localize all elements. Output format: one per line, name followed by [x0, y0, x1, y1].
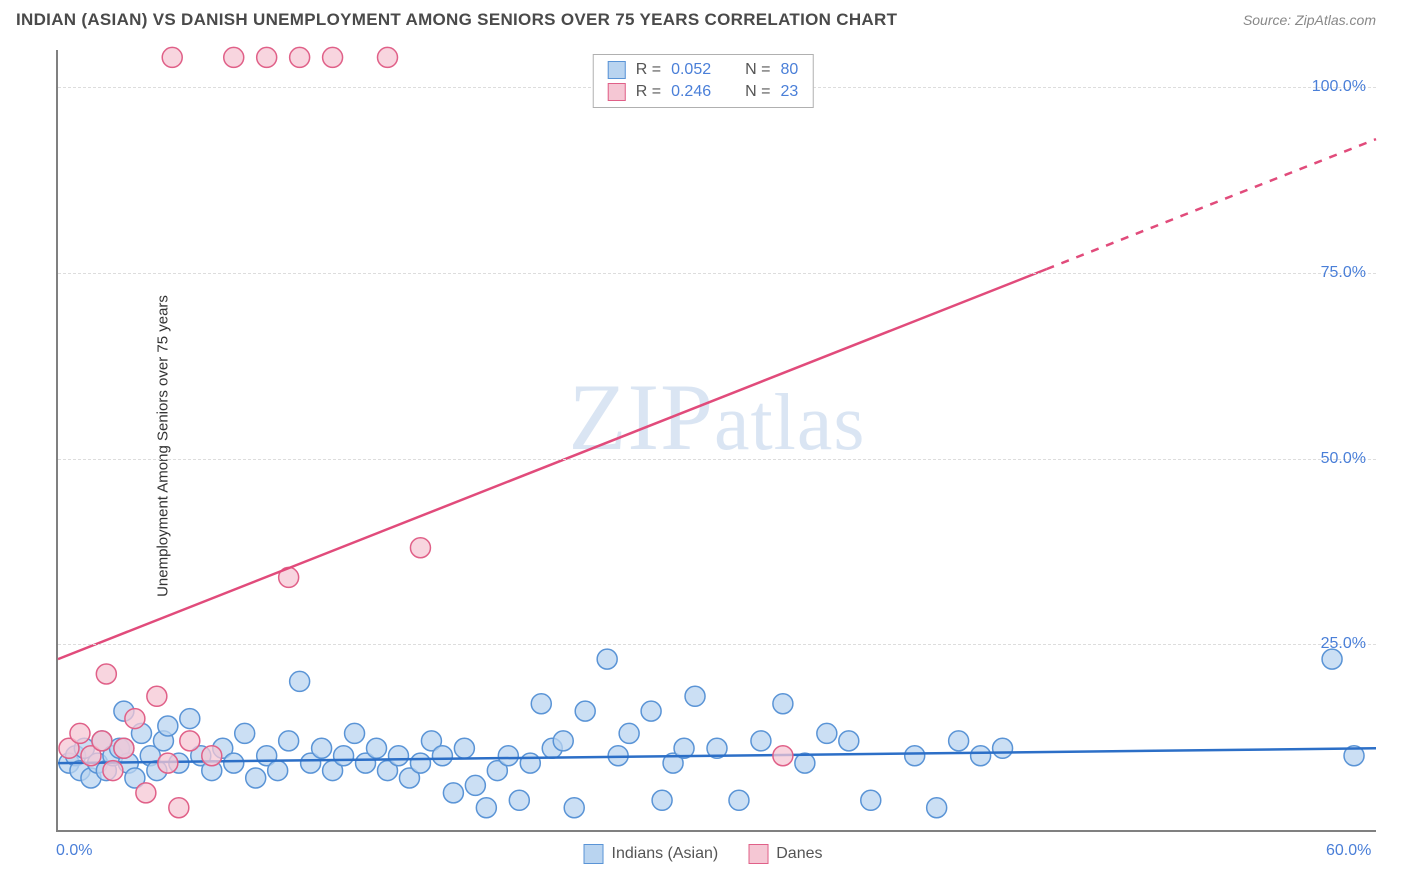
legend-r-label: R = — [636, 83, 661, 101]
series-legend: Indians (Asian) Danes — [584, 844, 823, 864]
chart-source: Source: ZipAtlas.com — [1243, 12, 1376, 28]
chart-plot-area: ZIPatlas — [56, 50, 1376, 832]
legend-swatch — [608, 61, 626, 79]
legend-r-label: R = — [636, 61, 661, 79]
chart-svg — [58, 50, 1376, 830]
y-tick-label: 25.0% — [1321, 635, 1366, 653]
y-tick-label: 75.0% — [1321, 264, 1366, 282]
legend-n-label: N = — [745, 61, 770, 79]
y-tick-label: 50.0% — [1321, 450, 1366, 468]
legend-series-label: Indians (Asian) — [612, 845, 719, 863]
legend-n-label: N = — [745, 83, 770, 101]
legend-row: R = 0.246 N = 23 — [608, 81, 799, 103]
legend-row: R = 0.052 N = 80 — [608, 59, 799, 81]
legend-swatch — [748, 844, 768, 864]
legend-n-value: 80 — [780, 61, 798, 79]
legend-r-value: 0.052 — [671, 61, 711, 79]
legend-series-label: Danes — [776, 845, 822, 863]
x-tick-label: 0.0% — [56, 842, 92, 860]
gridline — [58, 273, 1376, 274]
x-tick-label: 60.0% — [1326, 842, 1371, 860]
chart-title: INDIAN (ASIAN) VS DANISH UNEMPLOYMENT AM… — [16, 10, 897, 30]
gridline — [58, 459, 1376, 460]
legend-n-value: 23 — [780, 83, 798, 101]
series-legend-item: Danes — [748, 844, 822, 864]
y-tick-label: 100.0% — [1312, 78, 1366, 96]
series-legend-item: Indians (Asian) — [584, 844, 719, 864]
gridline — [58, 644, 1376, 645]
correlation-legend: R = 0.052 N = 80 R = 0.246 N = 23 — [593, 54, 814, 108]
legend-r-value: 0.246 — [671, 83, 711, 101]
chart-header: INDIAN (ASIAN) VS DANISH UNEMPLOYMENT AM… — [0, 0, 1406, 40]
legend-swatch — [584, 844, 604, 864]
legend-swatch — [608, 83, 626, 101]
